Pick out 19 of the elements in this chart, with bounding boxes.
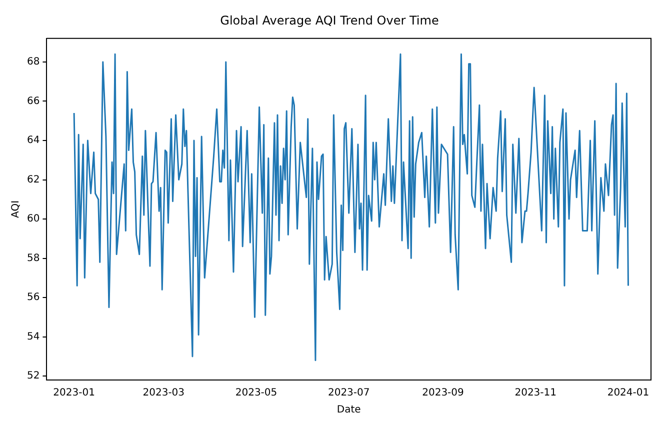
x-tick-label: 2023-09 xyxy=(422,388,464,399)
y-tick-label: 52 xyxy=(26,370,40,382)
y-axis-title: AQI xyxy=(10,200,22,218)
y-tick-label: 58 xyxy=(26,252,40,264)
x-axis-title: Date xyxy=(336,404,361,416)
x-tick-label: 2023-11 xyxy=(514,388,557,399)
chart-title: Global Average AQI Trend Over Time xyxy=(220,13,439,28)
y-tick-label: 60 xyxy=(26,214,40,225)
x-tick-label: 2023-07 xyxy=(328,388,370,399)
x-tick-label: 2023-03 xyxy=(142,388,185,399)
x-tick-label: 2023-01 xyxy=(53,388,95,399)
y-tick-label: 68 xyxy=(26,56,40,68)
y-tick-label: 64 xyxy=(26,135,40,146)
y-tick-label: 56 xyxy=(26,292,40,304)
x-tick-label: 2023-05 xyxy=(235,388,278,399)
y-tick-label: 66 xyxy=(26,96,40,107)
x-tick-label: 2024-01 xyxy=(607,388,650,399)
y-tick-label: 54 xyxy=(26,331,40,342)
y-tick-label: 62 xyxy=(26,174,40,186)
